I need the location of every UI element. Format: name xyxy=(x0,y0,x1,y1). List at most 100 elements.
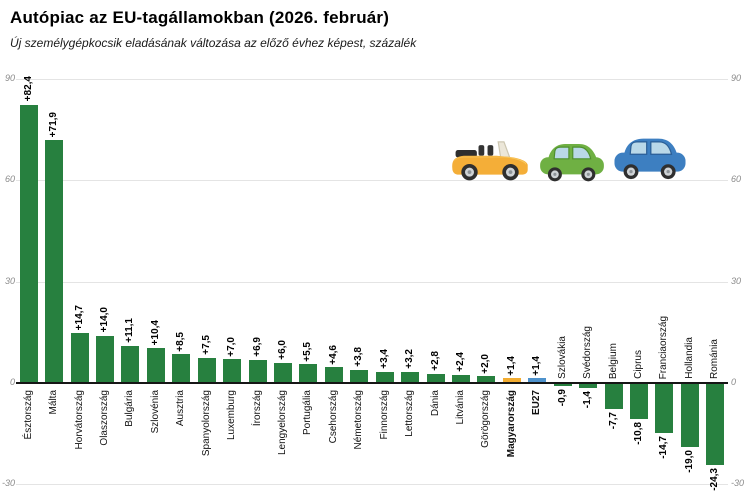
category-label: Portugália xyxy=(302,390,313,436)
bar-value-label: +6,9 xyxy=(252,336,263,357)
bar-Belgium xyxy=(605,383,623,409)
category-label: Dánia xyxy=(430,390,441,417)
bar-value-label: +2,4 xyxy=(455,352,466,372)
bar-value-label: +3,4 xyxy=(379,348,390,369)
bar-Horvátország xyxy=(71,333,89,383)
bar-Írország xyxy=(249,359,267,383)
blue-car-icon xyxy=(612,132,688,187)
bar-value-label: +82,4 xyxy=(23,76,34,102)
category-label: Csehország xyxy=(328,390,339,444)
bar-value-label: +8,5 xyxy=(175,331,186,352)
y-axis-tick-label-right: -30 xyxy=(731,478,745,489)
category-label: Románia xyxy=(709,338,720,379)
bar-value-label: +10,4 xyxy=(150,319,161,345)
bar-Ciprus xyxy=(630,383,648,420)
y-axis-tick-label-left: 0 xyxy=(9,377,15,387)
category-label: Szlovénia xyxy=(150,390,161,434)
bar-value-label: +71,9 xyxy=(48,111,59,138)
yellow-convertible-car-icon xyxy=(449,132,531,188)
bar-value-label: +4,6 xyxy=(328,344,339,365)
bar-Csehország xyxy=(325,367,343,383)
category-label: Lengyelország xyxy=(277,390,288,456)
bar-Bulgária xyxy=(121,345,139,383)
bar-value-label: +14,7 xyxy=(74,305,85,331)
bar-value-label: +6,0 xyxy=(277,340,288,360)
bar-Spanyolország xyxy=(198,357,216,383)
category-label: Litvánia xyxy=(455,390,466,425)
bar-value-label: -0,9 xyxy=(557,389,568,407)
y-axis-tick-label-left: 60 xyxy=(4,174,15,185)
bar-Románia xyxy=(706,383,724,466)
page-subtitle: Új személygépkocsik eladásának változása… xyxy=(10,36,417,50)
bar-Dánia xyxy=(427,373,445,383)
x-axis-line xyxy=(16,382,728,384)
bar-Lettország xyxy=(401,372,419,383)
bar-Hollandia xyxy=(681,383,699,448)
bar-value-label: -1,4 xyxy=(582,390,593,408)
green-car-icon xyxy=(537,137,607,189)
category-label: Málta xyxy=(48,390,59,415)
bar-value-label: -7,7 xyxy=(608,412,619,430)
category-label: Belgium xyxy=(608,342,619,379)
bar-Málta xyxy=(45,140,63,383)
gridline xyxy=(16,180,728,182)
bar-Olaszország xyxy=(96,335,114,383)
y-axis-tick-label-right: 90 xyxy=(731,73,742,84)
bar-Szlovákia xyxy=(554,383,572,387)
bar-EU27 xyxy=(528,378,546,383)
bar-Németország xyxy=(350,370,368,383)
category-label: Spanyolország xyxy=(201,390,212,457)
category-label: Bulgária xyxy=(124,390,135,427)
bar-value-label: +3,8 xyxy=(353,347,364,368)
bar-Ausztria xyxy=(172,354,190,383)
bar-Magyarország xyxy=(503,378,521,383)
category-label: Luxemburg xyxy=(226,390,237,441)
gridline xyxy=(16,281,728,283)
bar-value-label: +7,0 xyxy=(226,336,237,357)
bar-value-label: +11,1 xyxy=(124,317,135,343)
category-label: Svédország xyxy=(582,326,593,379)
bar-value-label: +1,4 xyxy=(506,355,517,376)
gridline xyxy=(16,79,728,81)
category-label: Franciaország xyxy=(658,315,669,379)
y-axis-tick-label-right: 0 xyxy=(731,377,737,387)
category-label: Hollandia xyxy=(684,337,695,379)
bar-Luxemburg xyxy=(223,359,241,383)
category-label: Lettország xyxy=(404,390,415,437)
y-axis-tick-label-right: 30 xyxy=(731,275,742,286)
bar-value-label: -24,3 xyxy=(709,468,720,491)
category-label: EU27 xyxy=(531,390,542,416)
bar-Svédország xyxy=(579,383,597,388)
bar-Finnország xyxy=(376,371,394,383)
bar-value-label: -19,0 xyxy=(684,450,695,473)
bar-value-label: +1,4 xyxy=(531,355,542,376)
bar-value-label: -14,7 xyxy=(658,435,669,459)
bar-Szlovénia xyxy=(147,347,165,383)
bar-value-label: +2,8 xyxy=(430,350,441,371)
category-label: Magyarország xyxy=(506,390,517,458)
bar-Görögország xyxy=(477,376,495,383)
bar-value-label: +7,5 xyxy=(201,334,212,355)
y-axis-tick-label-left: 30 xyxy=(4,275,15,286)
bar-Litvánia xyxy=(452,374,470,383)
bar-Lengyelország xyxy=(274,362,292,383)
category-label: Észtország xyxy=(23,390,34,440)
gridline xyxy=(16,484,728,486)
bar-value-label: +3,2 xyxy=(404,349,415,370)
category-label: Szlovákia xyxy=(557,336,568,379)
y-axis-tick-label-right: 60 xyxy=(731,174,742,185)
bar-value-label: +5,5 xyxy=(302,341,313,362)
category-label: Németország xyxy=(353,390,364,450)
bar-Portugália xyxy=(299,364,317,383)
bar-chart-plot-area: +82,4 Észtország +71,9 Málta +14,7 Horvátorsz… xyxy=(16,76,728,491)
category-label: Írország xyxy=(252,390,263,427)
bar-Franciaország xyxy=(655,383,673,433)
category-label: Görögország xyxy=(480,390,491,448)
category-label: Ausztria xyxy=(175,390,186,427)
category-label: Ciprus xyxy=(633,350,644,379)
category-label: Finnország xyxy=(379,390,390,440)
page-title: Autópiac az EU-tagállamokban (2026. febr… xyxy=(10,8,390,27)
y-axis-tick-label-left: -30 xyxy=(1,478,15,489)
bar-value-label: +14,0 xyxy=(99,307,110,333)
category-label: Olaszország xyxy=(99,390,110,446)
